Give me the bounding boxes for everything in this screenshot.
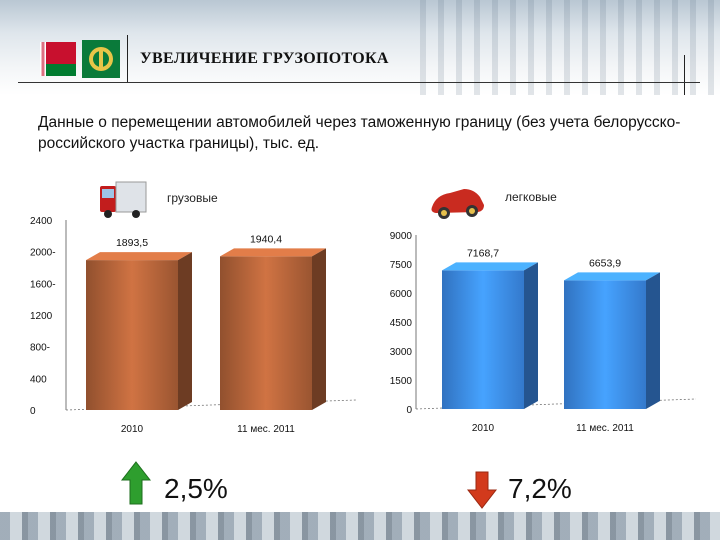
cars-chart: легковые 0 1500 3000 4500 6000 7500 9000 7168,7… [390, 189, 697, 434]
trucks-bar-top [220, 248, 326, 257]
trucks-bar-side [312, 248, 326, 410]
cars-ytick-label: 4500 [390, 318, 413, 329]
trucks-ytick-label: 1600- [30, 279, 56, 290]
cars-bar [442, 270, 524, 409]
arrow-up-icon [120, 461, 152, 505]
cars-bar-side [646, 272, 660, 409]
cars-bar [564, 280, 646, 409]
trucks-chart: грузовые 0 400 800- 1200 1600- 2000- 2400 1893,… [30, 181, 357, 435]
header-divider-left [127, 35, 128, 83]
cars-bar-side [524, 262, 538, 409]
cars-ytick-label: 3000 [390, 347, 413, 358]
cars-bar-top [564, 272, 660, 281]
header-underline [18, 82, 700, 83]
truck-icon [100, 181, 147, 218]
trucks-category-label: 11 мес. 2011 [237, 424, 295, 435]
cars-value-label: 6653,9 [589, 257, 621, 269]
trucks-value-label: 1893,5 [116, 237, 148, 249]
trucks-ytick-label: 800- [30, 343, 50, 354]
trucks-bar-top [86, 252, 192, 261]
trucks-ytick-label: 0 [30, 406, 36, 417]
cars-ytick-label: 0 [406, 405, 412, 416]
page-title: УВЕЛИЧЕНИЕ ГРУЗОПОТОКА [140, 50, 389, 67]
cars-value-label: 7168,7 [467, 247, 499, 259]
trucks-ytick-label: 2000- [30, 248, 56, 259]
trucks-ytick-label: 1200 [30, 311, 53, 322]
cars-bar-top [442, 262, 538, 271]
trucks-ytick-label: 2400 [30, 216, 53, 227]
car-icon [431, 189, 484, 219]
trucks-bar [86, 260, 178, 410]
trucks-change-percent: 2,5% [164, 473, 228, 504]
cars-ytick-label: 6000 [390, 289, 413, 300]
cars-change-percent: 7,2% [508, 473, 572, 504]
cars-series-label: легковые [505, 190, 557, 204]
belarus-flag-icon [40, 40, 120, 78]
cars-category-label: 11 мес. 2011 [576, 423, 634, 434]
trucks-ytick-label: 400 [30, 374, 47, 385]
page-subtitle: Данные о перемещении автомобилей через т… [38, 114, 681, 152]
footer-band [0, 512, 720, 540]
header-divider-right [684, 55, 685, 95]
arrow-down-icon [466, 471, 498, 509]
cars-category-label: 2010 [472, 423, 495, 434]
cars-ytick-label: 1500 [390, 376, 413, 387]
trucks-bar [220, 256, 312, 410]
header-background [420, 0, 720, 95]
header-band [0, 0, 720, 95]
trucks-value-label: 1940,4 [250, 233, 282, 245]
trucks-bar-side [178, 252, 192, 410]
trucks-series-label: грузовые [167, 191, 218, 205]
cars-ytick-label: 9000 [390, 231, 413, 242]
trucks-category-label: 2010 [121, 424, 144, 435]
cars-ytick-label: 7500 [390, 260, 413, 271]
